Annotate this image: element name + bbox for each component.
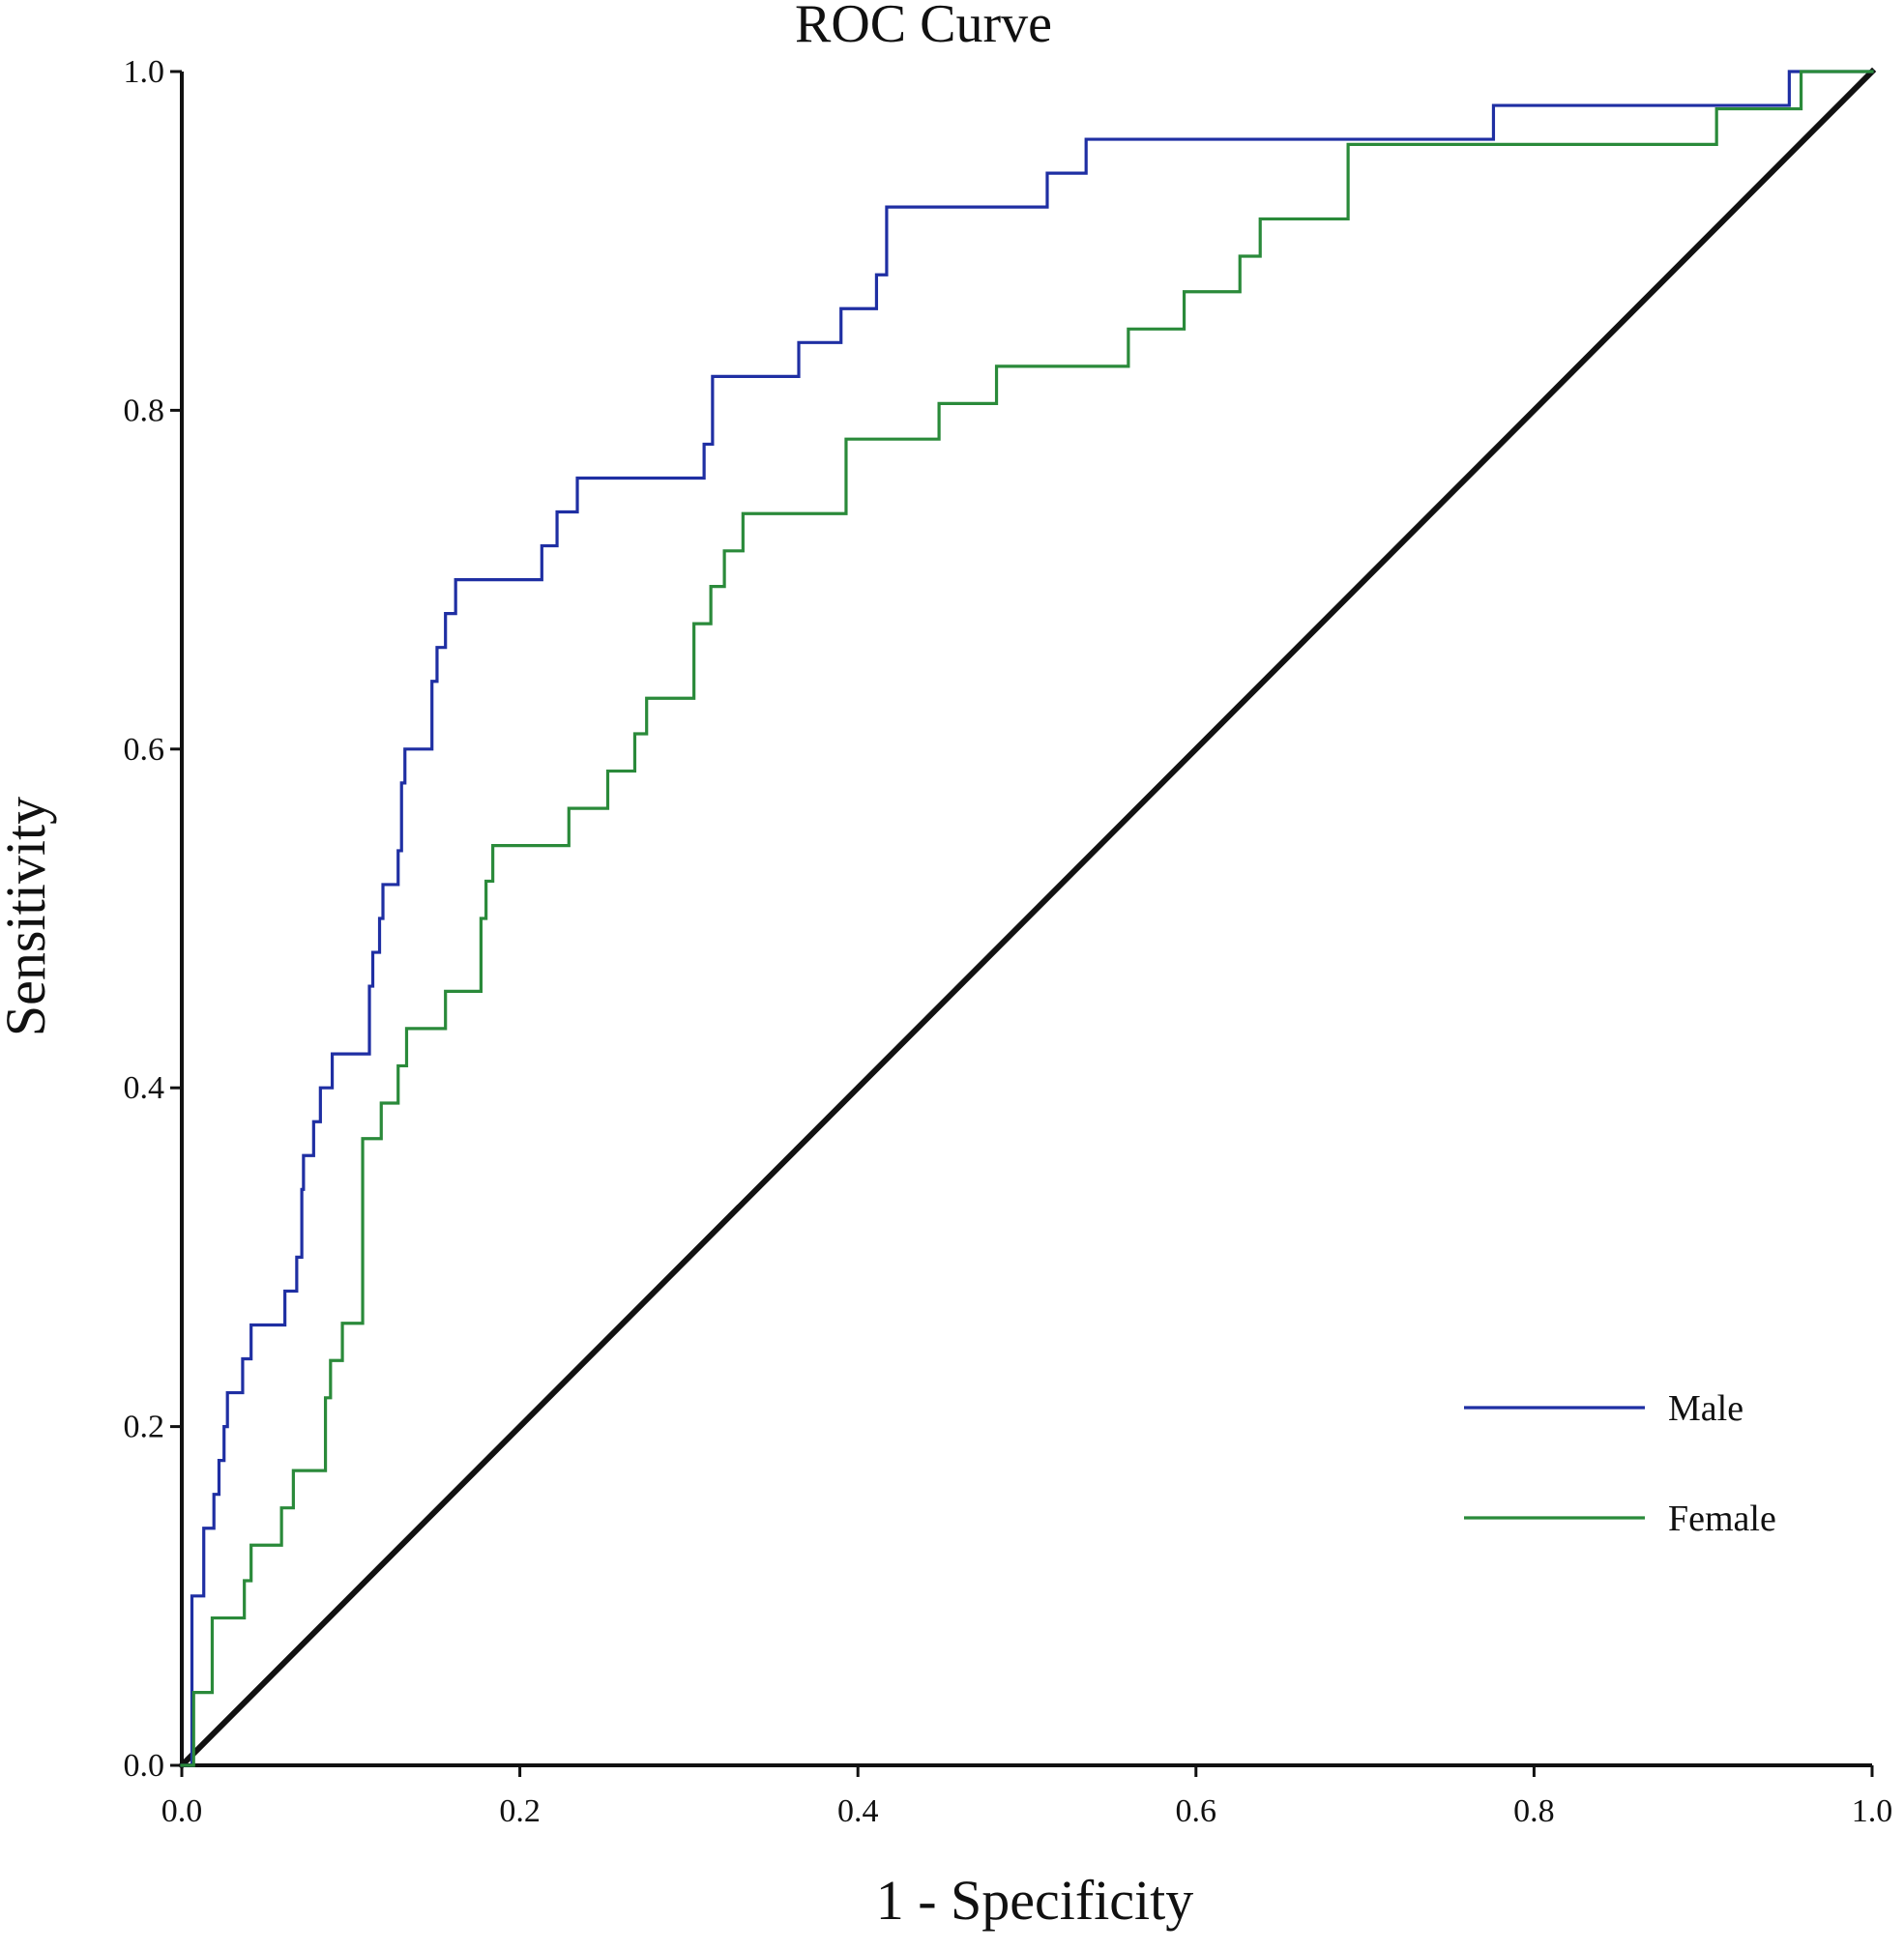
series-female-line	[180, 70, 1874, 1767]
y-tick-label-5: 1.0	[124, 54, 165, 90]
series-male-line	[180, 70, 1874, 1767]
x-tick-label-3: 0.6	[1176, 1793, 1217, 1829]
legend-male-label: Male	[1668, 1388, 1743, 1429]
y-tick-label-1: 0.2	[124, 1410, 165, 1445]
y-tick-label-2: 0.4	[124, 1070, 165, 1106]
y-tick-label-3: 0.6	[124, 732, 165, 768]
x-tick-label-5: 1.0	[1852, 1793, 1893, 1829]
y-tick-labels: 0.0 0.2 0.4 0.6 0.8 1.0	[124, 54, 165, 1784]
y-tick-label-4: 0.8	[124, 393, 165, 428]
x-tick-label-4: 0.8	[1513, 1793, 1555, 1829]
y-tick-label-0: 0.0	[124, 1748, 165, 1784]
x-axis-label: 1 - Specificity	[876, 1869, 1194, 1932]
roc-series	[177, 67, 1877, 1770]
axes	[180, 72, 1872, 1767]
series-reference-line	[177, 67, 1877, 1770]
legend: Male Female	[1464, 1388, 1776, 1539]
chart-title: ROC Curve	[795, 0, 1052, 54]
legend-female-label: Female	[1668, 1499, 1776, 1539]
x-tick-labels: 0.0 0.2 0.4 0.6 0.8 1.0	[161, 1793, 1893, 1829]
y-axis-label: Sensitivity	[0, 797, 57, 1036]
y-axis-ticks	[170, 70, 182, 1767]
x-tick-label-1: 0.2	[499, 1793, 541, 1829]
x-tick-label-2: 0.4	[837, 1793, 879, 1829]
x-tick-label-0: 0.0	[161, 1793, 203, 1829]
